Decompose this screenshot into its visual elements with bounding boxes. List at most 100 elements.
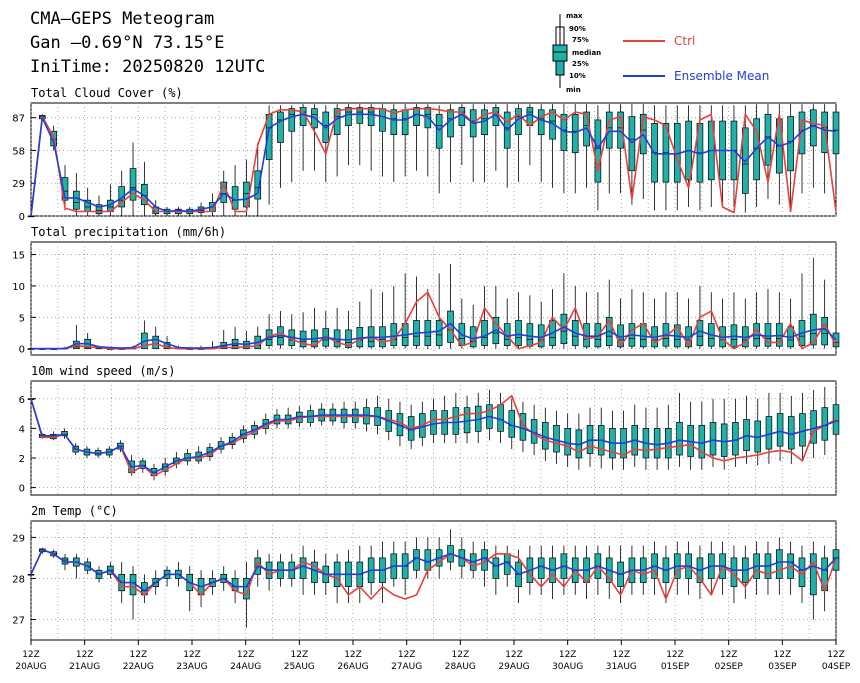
ensemble-box bbox=[821, 104, 828, 194]
ensemble-box bbox=[447, 529, 454, 571]
ensemble-box bbox=[526, 104, 534, 166]
init-time: IniTime: 20250820 12UTC bbox=[30, 57, 265, 77]
ensemble-box bbox=[390, 541, 398, 587]
box-body bbox=[526, 323, 534, 347]
key-min: min bbox=[566, 86, 581, 94]
ensemble-box bbox=[356, 104, 364, 166]
ensemble-box bbox=[639, 292, 647, 349]
ensemble-box bbox=[685, 105, 692, 207]
ensemble-box bbox=[549, 545, 556, 599]
box-body bbox=[129, 168, 137, 201]
ensemble-box bbox=[676, 392, 683, 467]
box-body bbox=[61, 557, 69, 565]
ensemble-box bbox=[653, 407, 661, 470]
ensemble-box bbox=[141, 161, 148, 216]
panel-1: Total precipitation (mm/6h) 0 5 10 15 bbox=[12, 225, 840, 356]
panel-title: Total precipitation (mm/6h) bbox=[31, 225, 226, 239]
ensemble-box bbox=[571, 104, 579, 194]
ensemble-box bbox=[798, 104, 806, 194]
y-tick-label: 87 bbox=[12, 114, 25, 125]
y-tick-label: 6 bbox=[19, 395, 25, 406]
legend-mean-label: Ensemble Mean bbox=[674, 69, 769, 83]
box-body bbox=[311, 561, 318, 583]
box-body bbox=[413, 107, 420, 126]
x-tick-date: 31AUG bbox=[606, 662, 637, 672]
x-tick-hour: 12Z bbox=[666, 650, 684, 660]
ensemble-box bbox=[503, 104, 511, 188]
box-body bbox=[492, 557, 500, 579]
x-tick-date: 23AUG bbox=[176, 662, 207, 672]
ensemble-box bbox=[720, 398, 728, 470]
key-p10: 10% bbox=[569, 72, 586, 80]
ctrl-line bbox=[30, 394, 837, 477]
legend-ctrl-label: Ctrl bbox=[674, 34, 695, 48]
y-tick-label: 0 bbox=[19, 212, 25, 223]
box-body bbox=[594, 119, 602, 183]
x-tick-date: 30AUG bbox=[552, 662, 583, 672]
ensemble-box bbox=[254, 142, 262, 216]
x-tick-date: 22AUG bbox=[123, 662, 154, 672]
ensemble-box bbox=[333, 104, 341, 177]
ensemble-box bbox=[129, 566, 137, 620]
ensemble-box bbox=[413, 276, 420, 349]
x-tick-hour: 12Z bbox=[76, 650, 94, 660]
y-tick-label: 0 bbox=[19, 345, 25, 356]
y-tick-label: 10 bbox=[12, 282, 25, 293]
box-body bbox=[553, 425, 560, 453]
box-body bbox=[537, 109, 545, 135]
ensemble-box bbox=[481, 285, 488, 349]
panel-2: 10m wind speed (m/s) 0 2 4 6 bbox=[19, 364, 840, 496]
ensemble-box bbox=[367, 104, 375, 171]
box-body bbox=[254, 170, 262, 200]
ensemble-box bbox=[764, 289, 772, 349]
ensemble-box bbox=[186, 566, 194, 612]
ensemble-box bbox=[197, 570, 205, 608]
ensemble-box bbox=[435, 273, 443, 349]
ensemble-box bbox=[549, 104, 556, 188]
y-tick-label: 29 bbox=[12, 179, 25, 190]
ensemble-box bbox=[390, 104, 398, 183]
ensemble-box bbox=[152, 326, 160, 350]
x-tick-hour: 12Z bbox=[774, 650, 792, 660]
ensemble-box bbox=[821, 279, 828, 349]
box-body bbox=[356, 107, 364, 124]
ensemble-box bbox=[575, 413, 583, 470]
x-tick-hour: 12Z bbox=[720, 650, 738, 660]
box-body bbox=[810, 553, 817, 596]
ensemble-box bbox=[564, 413, 571, 467]
box-body bbox=[810, 109, 817, 147]
ensemble-box bbox=[424, 104, 432, 177]
box-body bbox=[709, 422, 717, 456]
y-tick-label: 58 bbox=[12, 146, 25, 157]
ensemble-box bbox=[698, 401, 706, 470]
ensemble-box bbox=[231, 326, 239, 350]
ensemble-box bbox=[469, 541, 477, 579]
ensemble-box bbox=[810, 389, 817, 458]
key-max: max bbox=[566, 12, 583, 20]
ensemble-box bbox=[707, 541, 715, 595]
ensemble-box bbox=[73, 553, 80, 579]
x-tick-date: 25AUG bbox=[284, 662, 315, 672]
ensemble-box bbox=[764, 541, 772, 595]
ensemble-box bbox=[753, 292, 760, 349]
ensemble-box bbox=[832, 386, 840, 450]
ensemble-box bbox=[799, 392, 806, 461]
ensemble-box bbox=[628, 289, 636, 349]
ensemble-box bbox=[129, 142, 137, 216]
ensemble-mean-line bbox=[31, 322, 837, 350]
x-tick-hour: 12Z bbox=[291, 650, 309, 660]
box-body bbox=[379, 108, 386, 132]
box-body bbox=[435, 113, 443, 149]
ensemble-box bbox=[515, 292, 522, 349]
ensemble-box bbox=[553, 410, 560, 464]
x-tick-date: 21AUG bbox=[69, 662, 100, 672]
ensemble-box bbox=[776, 537, 783, 595]
box-body bbox=[152, 335, 160, 350]
x-tick-date: 24AUG bbox=[230, 662, 261, 672]
box-body bbox=[73, 190, 80, 210]
ensemble-box bbox=[474, 392, 482, 444]
x-tick-date: 29AUG bbox=[498, 662, 529, 672]
box-body bbox=[564, 428, 571, 456]
box-body bbox=[401, 109, 409, 135]
ensemble-box bbox=[463, 395, 471, 444]
